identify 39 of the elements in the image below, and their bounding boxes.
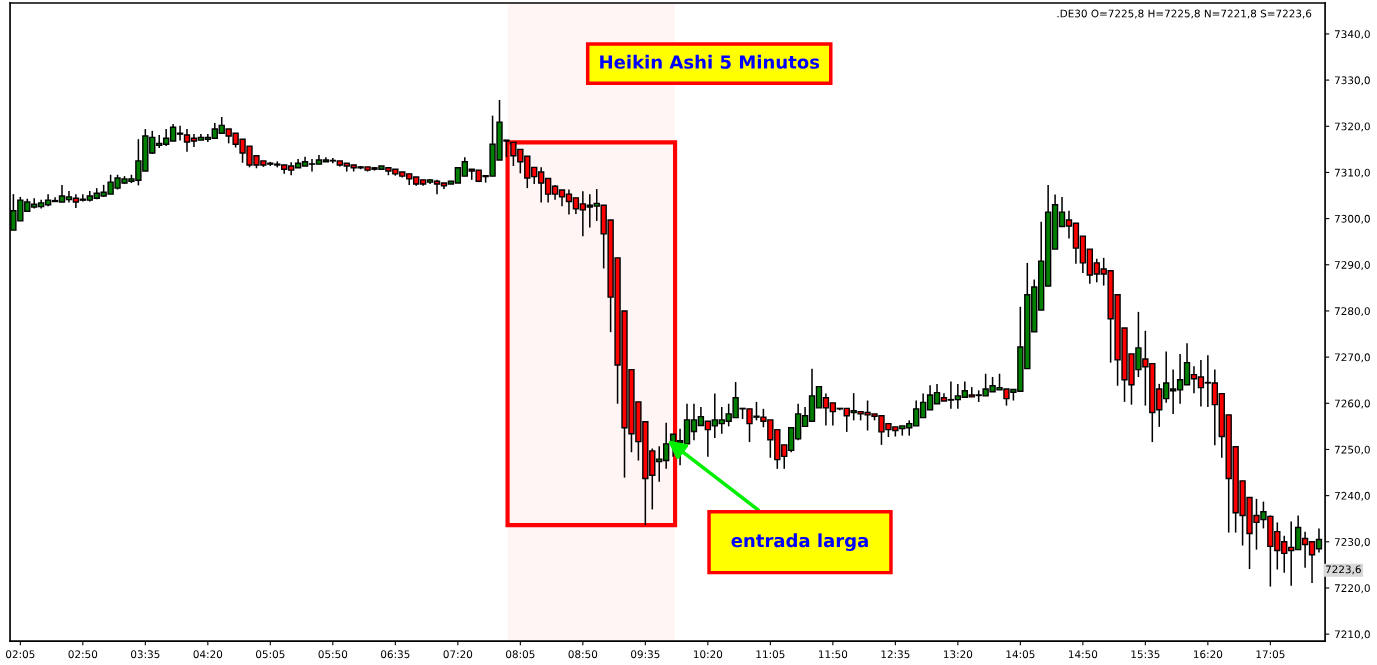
x-tick-label: 02:50	[68, 650, 98, 659]
y-tick-label: 7250,0	[1334, 445, 1370, 455]
x-tick-label: 10:20	[693, 650, 723, 659]
x-tick-label: 11:05	[756, 650, 785, 659]
y-tick-label: 7240,0	[1334, 491, 1370, 501]
x-tick-label: 06:35	[381, 650, 410, 659]
x-tick-label: 09:35	[631, 650, 660, 659]
x-tick-label: 14:05	[1006, 650, 1035, 659]
y-tick-label: 7300,0	[1334, 214, 1370, 224]
text: 7223,6	[1325, 565, 1361, 575]
y-tick-label: 7310,0	[1334, 168, 1370, 178]
y-tick-label: 7260,0	[1334, 399, 1370, 409]
x-tick-label: 05:50	[318, 650, 348, 659]
x-tick-label: 03:35	[131, 650, 160, 659]
x-tick-label: 16:20	[1193, 650, 1223, 659]
x-tick-label: 07:20	[443, 650, 473, 659]
text: .DE30 O=7225,8 H=7225,8 N=7221,8 S=7223,6	[1057, 9, 1312, 19]
y-tick-label: 7340,0	[1334, 30, 1370, 40]
x-tick-label: 15:35	[1131, 650, 1160, 659]
annotation: entrada larga	[731, 533, 868, 551]
x-tick-label: 02:05	[6, 650, 35, 659]
x-tick-label: 14:50	[1068, 650, 1098, 659]
y-tick-label: 7290,0	[1334, 261, 1370, 270]
x-tick-label: 08:05	[506, 650, 535, 659]
x-tick-label: 13:20	[943, 650, 973, 659]
text: Heikin Ashi 5 Minutos	[600, 54, 820, 69]
y-tick-label: 7220,0	[1334, 584, 1370, 594]
x-tick-label: 11:50	[818, 650, 848, 659]
y-tick-label: 7230,0	[1334, 538, 1370, 547]
y-tick-label: 7330,0	[1334, 76, 1370, 86]
x-tick-label: 05:05	[256, 650, 285, 659]
y-tick-label: 7210,0	[1334, 630, 1370, 640]
x-tick-label: 04:20	[193, 650, 223, 659]
x-tick-label: 08:50	[568, 650, 598, 659]
y-tick-label: 7320,0	[1334, 122, 1370, 132]
x-tick-label: 17:05	[1256, 650, 1285, 659]
y-tick-label: 7280,0	[1334, 307, 1370, 317]
y-tick-label: 7270,0	[1334, 353, 1370, 363]
x-tick-label: 12:35	[881, 650, 910, 659]
